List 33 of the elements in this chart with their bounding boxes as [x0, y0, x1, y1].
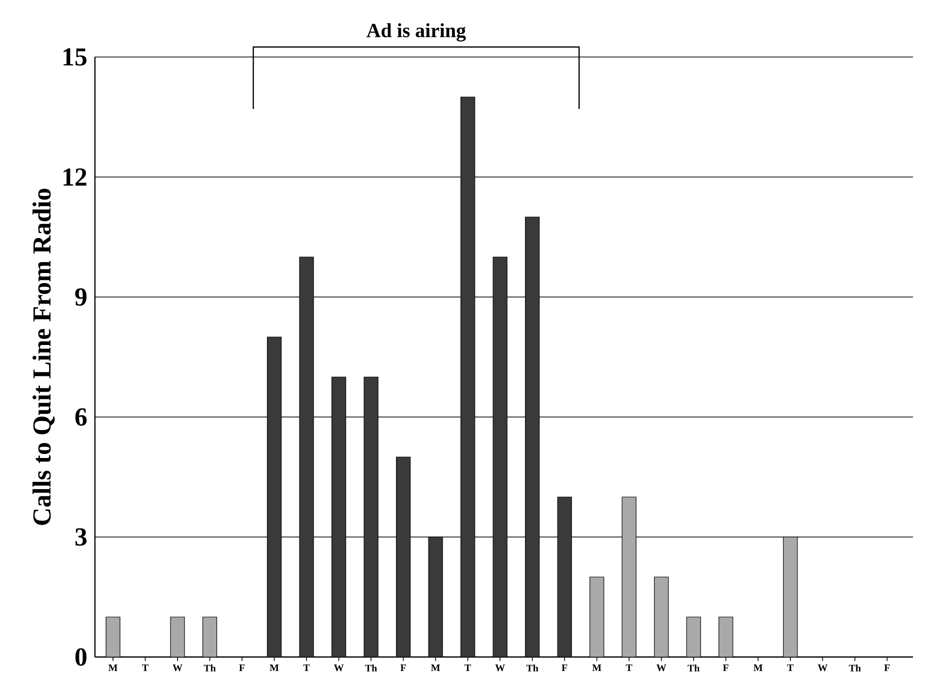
- x-tick-label: F: [884, 664, 890, 672]
- x-tick-label: T: [303, 664, 310, 672]
- x-tick-label: F: [400, 664, 406, 672]
- x-tick-label: M: [270, 664, 279, 672]
- x-tick-label: T: [464, 664, 471, 672]
- x-tick-label: W: [656, 664, 666, 672]
- x-tick-label: Th: [204, 664, 216, 672]
- x-tick-label: Th: [848, 664, 861, 672]
- y-tick-label: 15: [64, 48, 86, 66]
- x-tick-label: T: [142, 664, 148, 672]
- x-tick-label: M: [431, 664, 440, 672]
- x-tick-label: F: [722, 664, 728, 672]
- x-tick-label: T: [626, 664, 632, 672]
- x-tick-label: T: [787, 664, 794, 672]
- x-tick-label: W: [495, 664, 505, 672]
- x-tick-label: F: [562, 664, 568, 672]
- y-tick-label: 0: [75, 648, 86, 666]
- y-tick-label: 12: [64, 168, 86, 186]
- x-tick-label: W: [172, 664, 182, 672]
- y-axis-title: Calls to Quit Line From Radio: [32, 188, 55, 525]
- text: Ad is airing: [366, 23, 466, 42]
- y-tick-label: 3: [75, 528, 87, 546]
- x-tick-label: M: [754, 664, 763, 672]
- x-tick-label: W: [818, 664, 828, 672]
- x-tick-label: M: [592, 664, 602, 672]
- y-tick-label: 6: [75, 408, 87, 426]
- y-tick-label: 9: [75, 288, 86, 306]
- x-tick-label: M: [108, 664, 118, 672]
- x-tick-label: Th: [526, 664, 538, 672]
- x-tick-label: W: [334, 664, 344, 672]
- x-tick-label: F: [239, 664, 245, 672]
- x-tick-label: Th: [688, 664, 700, 672]
- x-tick-label: Th: [365, 664, 377, 672]
